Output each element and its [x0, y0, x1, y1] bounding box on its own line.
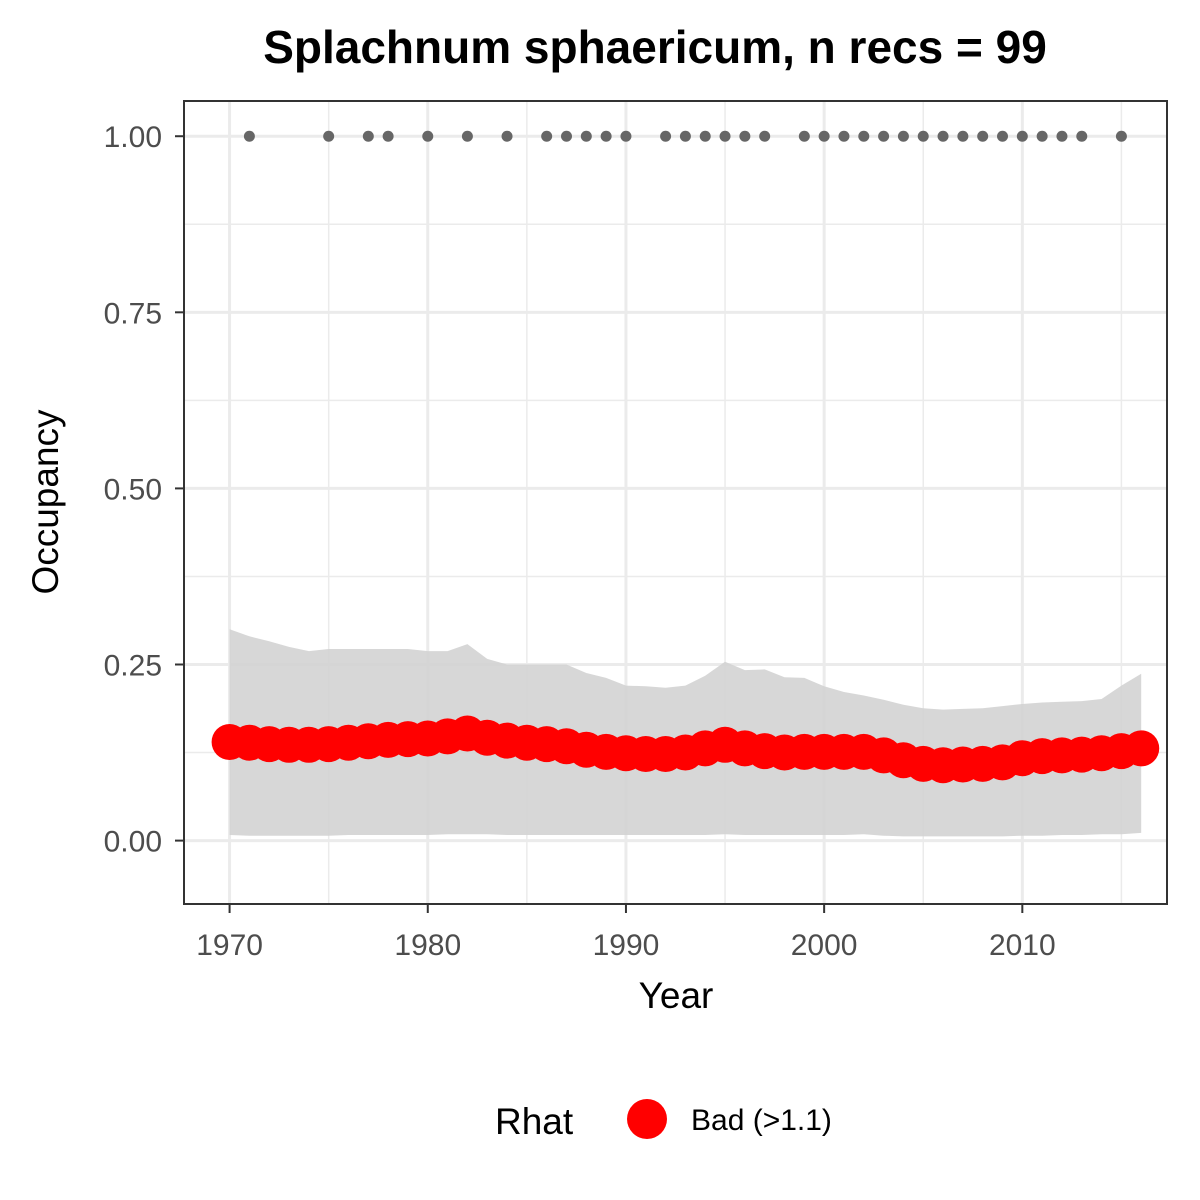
record-point: [580, 130, 592, 142]
legend-title: Rhat: [495, 1101, 574, 1142]
y-tick-label: 1.00: [104, 121, 162, 154]
record-point: [838, 130, 850, 142]
record-point: [501, 130, 513, 142]
record-point: [897, 130, 909, 142]
record-point: [679, 130, 691, 142]
chart-title: Splachnum sphaericum, n recs = 99: [263, 21, 1047, 73]
y-axis: 0.00 0.25 0.50 0.75 1.00: [104, 121, 184, 859]
record-points: [243, 130, 1127, 142]
y-tick-label: 0.75: [104, 297, 162, 330]
y-tick-label: 0.00: [104, 826, 162, 859]
credible-interval-ribbon: [229, 629, 1142, 837]
estimate-points: [211, 715, 1160, 784]
x-tick-label: 1970: [196, 929, 263, 962]
record-point: [1016, 130, 1028, 142]
record-point: [759, 130, 771, 142]
record-point: [243, 130, 255, 142]
record-point: [541, 130, 553, 142]
record-point: [1076, 130, 1088, 142]
x-tick-label: 2010: [989, 929, 1056, 962]
plot-panel: [183, 100, 1168, 905]
record-point: [461, 130, 473, 142]
record-point: [660, 130, 672, 142]
x-axis-title: Year: [639, 975, 714, 1016]
record-point: [1036, 130, 1048, 142]
record-point: [1115, 130, 1127, 142]
record-point: [858, 130, 870, 142]
record-point: [422, 130, 434, 142]
record-point: [1056, 130, 1068, 142]
record-point: [957, 130, 969, 142]
x-tick-label: 2000: [791, 929, 858, 962]
record-point: [917, 130, 929, 142]
estimate-point: [1123, 730, 1160, 767]
x-tick-label: 1980: [394, 929, 461, 962]
y-axis-title: Occupancy: [25, 409, 66, 595]
record-point: [719, 130, 731, 142]
record-point: [620, 130, 632, 142]
record-point: [818, 130, 830, 142]
y-tick-label: 0.25: [104, 650, 162, 683]
x-axis: 1970 1980 1990 2000 2010: [196, 904, 1056, 962]
record-point: [699, 130, 711, 142]
record-point: [937, 130, 949, 142]
legend-label-bad: Bad (>1.1): [691, 1104, 832, 1137]
record-point: [362, 130, 374, 142]
panel-border: [183, 100, 1168, 905]
record-point: [323, 130, 335, 142]
record-point: [382, 130, 394, 142]
record-point: [560, 130, 572, 142]
record-point: [798, 130, 810, 142]
legend: Rhat Bad (>1.1): [495, 1099, 832, 1142]
record-point: [977, 130, 989, 142]
record-point: [600, 130, 612, 142]
legend-key-bad: [627, 1099, 667, 1139]
record-point: [739, 130, 751, 142]
record-point: [878, 130, 890, 142]
y-tick-label: 0.50: [104, 473, 162, 506]
x-tick-label: 1990: [593, 929, 660, 962]
record-point: [997, 130, 1009, 142]
